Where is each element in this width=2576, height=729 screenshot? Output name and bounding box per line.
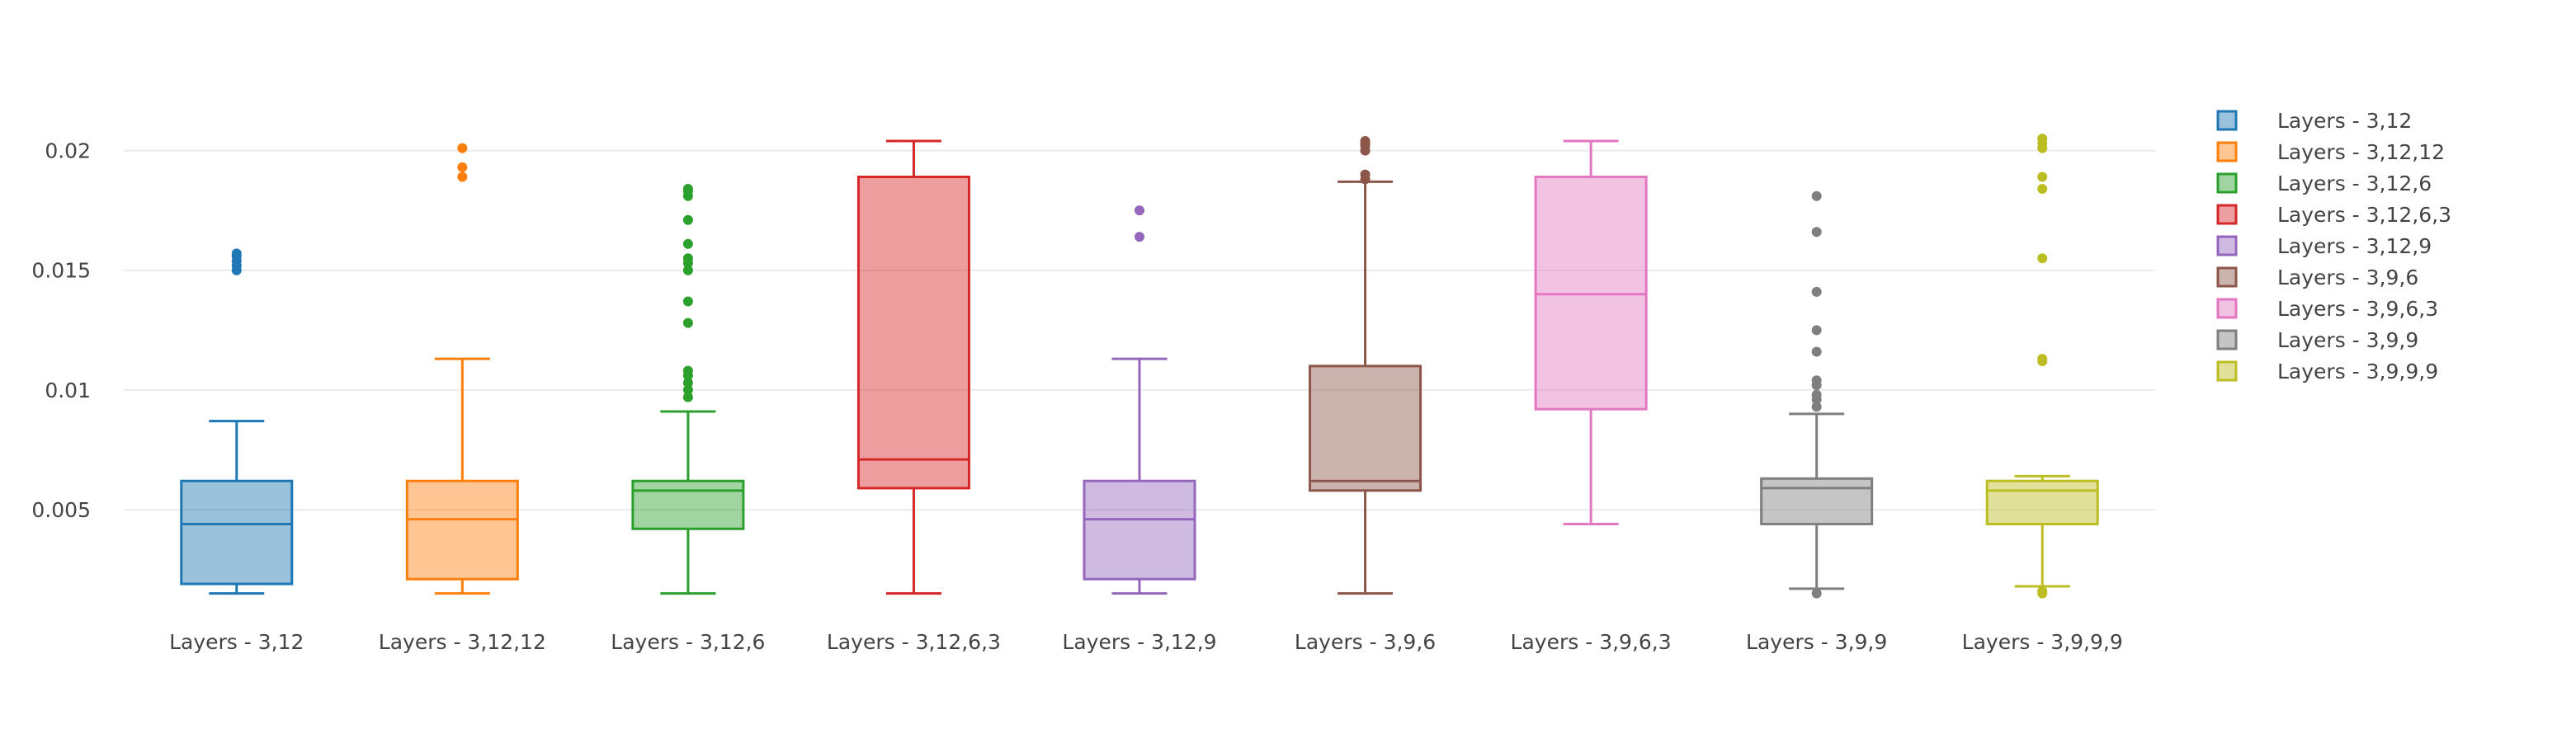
outlier-point — [231, 248, 242, 259]
legend-item: Layers - 3,9,6 — [2216, 266, 2418, 289]
legend-label: Layers - 3,12 — [2277, 109, 2412, 133]
outlier-point — [682, 296, 693, 307]
x-tick-label: Layers - 3,9,6 — [1295, 630, 1436, 654]
legend-label: Layers - 3,12,6 — [2277, 172, 2432, 195]
outlier-point — [1360, 169, 1371, 180]
outlier-point — [1135, 232, 1144, 242]
outlier-point — [1360, 135, 1371, 146]
legend-item: Layers - 3,12,6 — [2216, 172, 2432, 195]
legend-swatch — [2216, 141, 2238, 162]
y-tick-label: 0.01 — [45, 379, 91, 402]
outlier-point — [1811, 286, 1822, 297]
box-iqr — [405, 479, 519, 581]
outlier-point — [682, 253, 693, 264]
y-tick-label: 0.005 — [31, 498, 91, 522]
outlier-point — [457, 172, 468, 182]
outlier-point — [682, 317, 693, 328]
legend-label: Layers - 3,12,9 — [2277, 234, 2432, 258]
box-trace — [405, 143, 519, 595]
box-iqr — [180, 479, 294, 586]
box-trace — [1309, 135, 1422, 595]
legend-label: Layers - 3,9,6 — [2277, 266, 2418, 289]
box-trace — [856, 139, 970, 595]
legend-label: Layers - 3,9,9,9 — [2277, 360, 2438, 383]
outlier-point — [457, 162, 468, 172]
box-iqr — [1309, 364, 1422, 492]
legend-item: Layers - 3,9,6,3 — [2216, 297, 2438, 321]
legend: Layers - 3,12 Layers - 3,12,12 Layers - 3,… — [2216, 109, 2451, 383]
outlier-point — [2037, 354, 2048, 364]
legend-label: Layers - 3,12,12 — [2277, 140, 2445, 164]
box-trace — [1760, 190, 1874, 599]
outlier-point — [1811, 375, 1822, 386]
x-tick-label: Layers - 3,9,9,9 — [1962, 630, 2123, 654]
box-iqr — [1985, 479, 2099, 525]
legend-item: Layers - 3,12,12 — [2216, 140, 2445, 164]
box-iqr — [631, 479, 745, 530]
box-iqr — [1760, 477, 1874, 525]
outlier-point — [682, 214, 693, 225]
legend-label: Layers - 3,9,6,3 — [2277, 297, 2438, 321]
outlier-point — [1811, 389, 1822, 400]
x-tick-label: Layers - 3,12,12 — [379, 630, 546, 654]
outlier-point — [1811, 346, 1822, 357]
legend-item: Layers - 3,9,9,9 — [2216, 360, 2438, 383]
outlier-point — [682, 365, 693, 376]
legend-item: Layers - 3,9,9 — [2216, 328, 2418, 352]
legend-swatch — [2216, 266, 2238, 288]
x-tick-label: Layers - 3,9,6,3 — [1511, 630, 1672, 654]
legend-item: Layers - 3,12 — [2216, 109, 2412, 133]
y-tick-label: 0.015 — [31, 259, 91, 283]
legend-item: Layers - 3,12,9 — [2216, 234, 2432, 258]
box-trace — [1985, 134, 2099, 599]
legend-label: Layers - 3,12,6,3 — [2277, 203, 2451, 227]
legend-swatch — [2216, 110, 2238, 131]
outlier-point — [1811, 190, 1822, 201]
box-trace — [631, 184, 745, 595]
outlier-point — [1135, 205, 1144, 216]
outlier-point — [682, 392, 693, 402]
legend-label: Layers - 3,9,9 — [2277, 328, 2418, 352]
box-trace — [180, 248, 294, 595]
x-tick-label: Layers - 3,12 — [169, 630, 304, 654]
box-trace — [1534, 139, 1648, 525]
outlier-point — [2037, 184, 2048, 195]
outlier-point — [682, 184, 693, 195]
legend-swatch — [2216, 204, 2238, 225]
legend-item: Layers - 3,12,6,3 — [2216, 203, 2451, 227]
outlier-point — [682, 265, 693, 275]
legend-swatch — [2216, 329, 2238, 350]
outlier-point — [457, 143, 468, 153]
outlier-point — [1811, 325, 1822, 336]
legend-swatch — [2216, 360, 2238, 382]
outlier-point — [682, 238, 693, 249]
box-trace — [1083, 205, 1196, 595]
legend-swatch — [2216, 298, 2238, 319]
box-iqr — [1083, 479, 1196, 581]
outlier-point — [2037, 134, 2048, 144]
outlier-point — [1811, 588, 1822, 599]
outlier-point — [2037, 172, 2048, 182]
legend-swatch — [2216, 235, 2238, 256]
x-tick-label: Layers - 3,9,9 — [1746, 630, 1887, 654]
outlier-point — [1811, 227, 1822, 238]
legend-swatch — [2216, 172, 2238, 194]
outlier-point — [2037, 586, 2048, 596]
x-tick-label: Layers - 3,12,9 — [1062, 630, 1216, 654]
y-axis: 0.005 0.01 0.015 0.02 — [31, 139, 91, 522]
outlier-point — [682, 384, 693, 395]
outlier-point — [2037, 253, 2048, 264]
box-traces — [180, 134, 2099, 599]
x-axis: Layers - 3,12 Layers - 3,12,12 Layers - 3,… — [169, 630, 2123, 654]
box-iqr — [856, 176, 970, 490]
x-tick-label: Layers - 3,12,6 — [611, 630, 765, 654]
outlier-point — [682, 378, 693, 388]
outlier-point — [1811, 402, 1822, 412]
y-tick-label: 0.02 — [45, 139, 91, 163]
x-tick-label: Layers - 3,12,6,3 — [827, 630, 1001, 654]
